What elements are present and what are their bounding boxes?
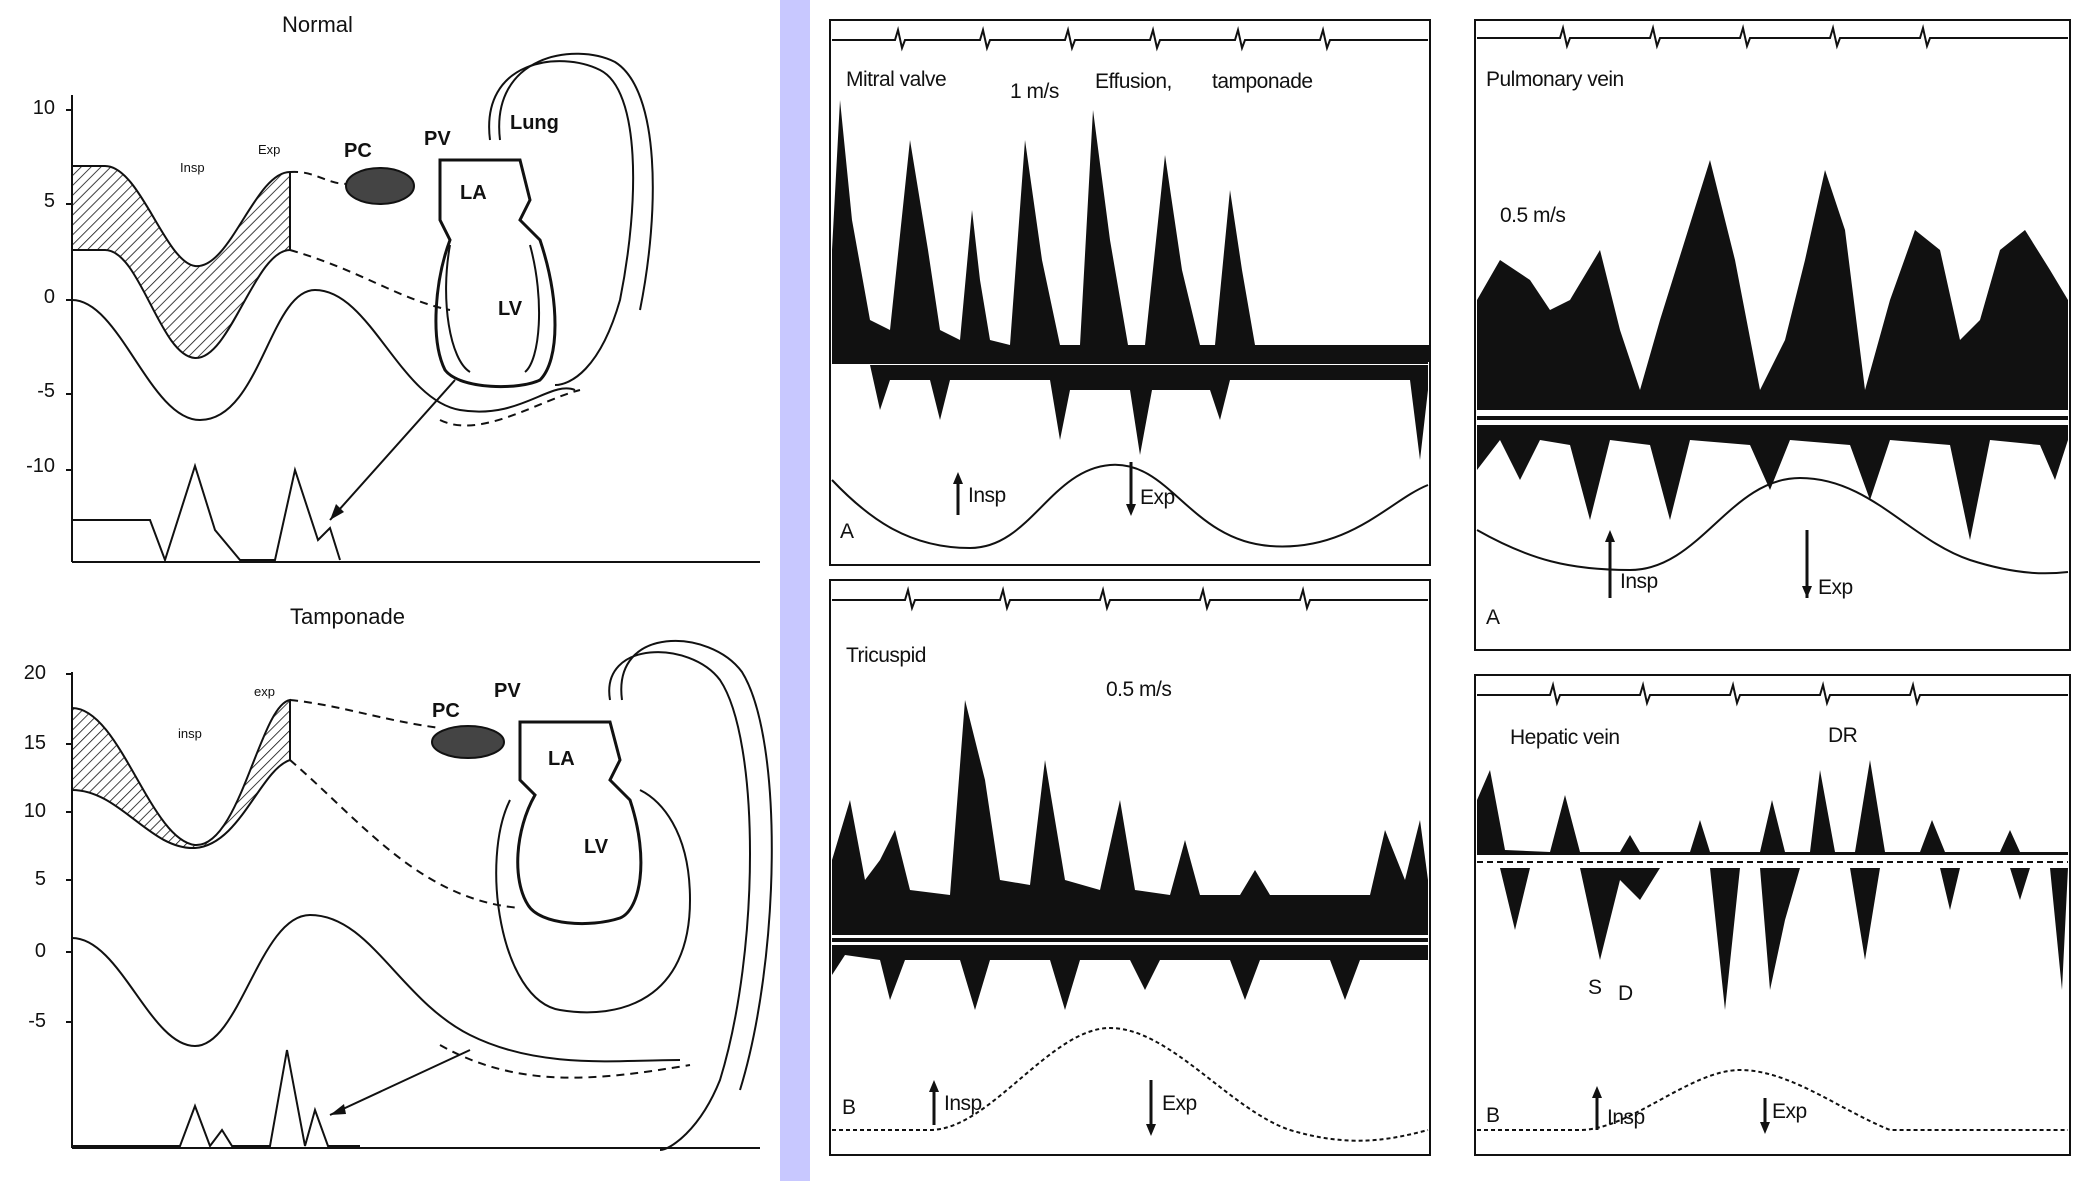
normal-ytick: -5 (37, 380, 55, 402)
tamponade-ytick: 15 (23, 732, 46, 754)
tricuspid-panel-letter: B (842, 1096, 856, 1119)
normal-ytick: -10 (26, 455, 55, 477)
tamponade-ytick: 5 (34, 868, 46, 890)
tricuspid-insp-label: Insp (944, 1092, 982, 1115)
hepatic-flow-signal (1477, 760, 2068, 855)
mitral-insp-label: Insp (968, 484, 1006, 507)
normal-lung-loop (488, 60, 635, 386)
normal-lung-loop-outer (498, 52, 654, 311)
mitral-valve-label: Mitral valve (846, 68, 947, 91)
pulmonary-flow-signal (1477, 160, 2068, 410)
pressure-diagram-drawing (66, 52, 773, 1151)
normal-hatched-band (71, 165, 291, 360)
hepatic-exp-label: Exp (1772, 1100, 1807, 1123)
effusion-label: Effusion, (1095, 70, 1172, 93)
normal-lv-label: LV (498, 298, 523, 320)
normal-lv-wall (445, 244, 541, 373)
pressure-diagrams-panel: Normal 10 5 0 -5 -10 Insp Exp PC PV LA L… (0, 0, 780, 1181)
normal-ytick: 5 (43, 190, 55, 212)
pulmonary-vein-label: Pulmonary vein (1486, 68, 1624, 91)
hepatic-vein-label: Hepatic vein (1510, 726, 1620, 749)
tamponade-intrathoracic-curve (71, 913, 681, 1063)
normal-exp-label: Exp (258, 142, 281, 157)
hepatic-resp-curve (1477, 1068, 2068, 1131)
tamponade-ytick: 0 (34, 940, 46, 962)
normal-insp-label: Insp (180, 160, 205, 175)
normal-la-pressure-curve (289, 249, 451, 311)
tricuspid-label: Tricuspid (846, 644, 926, 667)
tamponade-la-label: LA (548, 748, 575, 770)
hepatic-d-label: D (1618, 982, 1633, 1005)
tamponade-label: tamponade (1212, 70, 1313, 93)
normal-pericardium-shape (345, 167, 415, 205)
tricuspid-resp-curve (832, 1026, 1429, 1142)
tamponade-lower-dash (439, 1044, 691, 1079)
tricuspid-ecg (832, 586, 1428, 612)
normal-arrow (329, 379, 456, 521)
pulmonary-panel-letter: A (1486, 606, 1500, 629)
pulmonary-ecg (1477, 24, 2068, 50)
normal-lower-dash (439, 389, 581, 427)
tamponade-arrow (329, 1049, 471, 1116)
tamponade-ytick: 20 (23, 662, 46, 684)
pulmonary-exp-label: Exp (1818, 576, 1853, 599)
tamponade-la-curve (289, 759, 521, 909)
tamponade-pv-curve (289, 699, 441, 729)
normal-pv-label: PV (424, 128, 451, 150)
mitral-ecg (832, 26, 1428, 52)
tamponade-lv-label: LV (584, 836, 609, 858)
normal-title: Normal (282, 12, 353, 37)
hepatic-insp-label: Insp (1607, 1106, 1645, 1129)
hepatic-ecg (1477, 681, 2068, 707)
hepatic-reverse-signal (1477, 868, 2068, 1010)
hepatic-s-label: S (1588, 976, 1602, 999)
normal-intrathoracic-curve (71, 288, 576, 422)
tamponade-pv-label: PV (494, 680, 521, 702)
tricuspid-flow-signal (832, 700, 1428, 935)
tamponade-pericardium-shape (431, 725, 505, 759)
tricuspid-scale-label: 0.5 m/s (1106, 678, 1172, 701)
mitral-resp-curve (831, 463, 1429, 550)
tamponade-lung-loop (608, 651, 751, 1151)
tamponade-pericardial-sac (495, 789, 692, 1014)
normal-heart-outline (434, 158, 557, 388)
mitral-scale-label: 1 m/s (1010, 80, 1059, 103)
divider-strip (780, 0, 810, 1181)
mitral-flow-signal (832, 100, 1430, 362)
tamponade-title: Tamponade (290, 604, 405, 629)
tamponade-ytick: 10 (23, 800, 46, 822)
tamponade-heart-outline (516, 720, 643, 926)
doppler-panel: Mitral valve 1 m/s Effusion, tamponade I… (810, 0, 2090, 1181)
normal-flow-spikes (72, 462, 341, 564)
pulmonary-resp-curve (1476, 476, 2069, 575)
tamponade-ytick: -5 (28, 1010, 46, 1032)
normal-ytick: 0 (43, 286, 55, 308)
normal-ytick: 10 (32, 97, 55, 119)
pulmonary-insp-label: Insp (1620, 570, 1658, 593)
mitral-panel-letter: A (840, 520, 854, 543)
tamponade-pc-label: PC (432, 700, 460, 722)
tamponade-hatched-band (71, 698, 291, 850)
tamponade-flow-spikes (72, 1049, 360, 1149)
tricuspid-exp-label: Exp (1162, 1092, 1197, 1115)
mitral-reverse-signal (832, 365, 1428, 460)
tamponade-lung-loop-outer (620, 639, 773, 1091)
pulmonary-scale-label: 0.5 m/s (1500, 204, 1566, 227)
tamponade-exp-label: exp (254, 684, 275, 699)
tricuspid-reverse-signal (832, 945, 1428, 1010)
normal-lung-label: Lung (510, 112, 559, 134)
doppler-drawing (829, 19, 2071, 1156)
normal-la-label: LA (460, 182, 487, 204)
hepatic-panel-letter: B (1486, 1104, 1500, 1127)
normal-pc-label: PC (344, 140, 372, 162)
tamponade-insp-label: insp (178, 726, 202, 741)
hepatic-dr-label: DR (1828, 724, 1858, 747)
mitral-exp-label: Exp (1140, 486, 1175, 509)
